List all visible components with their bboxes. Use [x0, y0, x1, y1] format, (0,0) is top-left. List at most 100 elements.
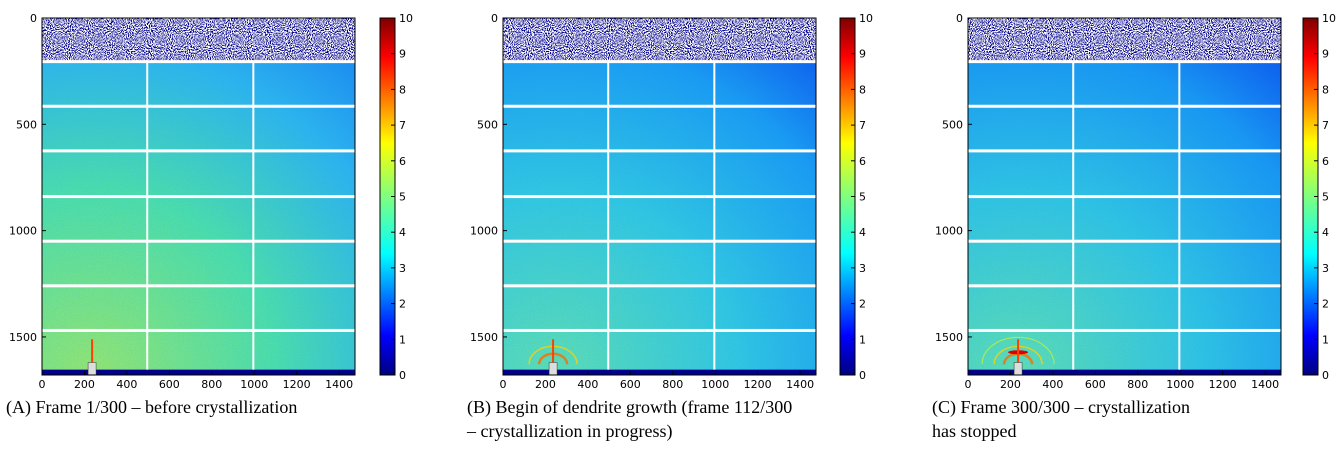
beamstop: [548, 362, 558, 376]
x-tick-label: 400: [116, 378, 137, 391]
y-tick-label: 0: [956, 12, 963, 25]
noisy-module: [42, 369, 355, 375]
axes-frame: [502, 17, 817, 376]
colorbar-tick-label: 7: [399, 119, 406, 132]
y-tick-label: 0: [30, 12, 37, 25]
module-gap: [503, 239, 816, 243]
noisy-module: [968, 369, 1281, 375]
noisy-speckle: [42, 18, 355, 61]
colorbar-tick-label: 2: [1322, 298, 1329, 311]
module-gap: [968, 328, 1281, 332]
colorbar-tick-label: 9: [1322, 48, 1329, 61]
colorbar-tick-label: 3: [399, 262, 406, 275]
module-gap: [42, 104, 355, 108]
caption: (C) Frame 300/300 – crystallization: [932, 397, 1190, 418]
x-tick-label: 1000: [1166, 378, 1194, 391]
beamstop: [87, 362, 97, 376]
module-gap: [252, 60, 255, 370]
x-tick-label: 200: [1000, 378, 1021, 391]
panel: 0 200 400 600 800 1000 1200 1400 0 500 1000 1500 0 1 2…: [932, 12, 1336, 441]
colorbar-tick-label: 10: [399, 12, 413, 25]
y-tick-label: 500: [477, 118, 498, 131]
colorbar-tick-label: 2: [399, 298, 406, 311]
x-tick-label: 1400: [1251, 378, 1279, 391]
colorbar-tick-label: 1: [399, 333, 406, 346]
module-gap: [968, 104, 1281, 108]
colorbar-tick-label: 0: [399, 369, 406, 382]
x-tick-label: 600: [1085, 378, 1106, 391]
y-tick-label: 500: [942, 118, 963, 131]
module-gap: [503, 104, 816, 108]
module-gap: [42, 239, 355, 243]
colorbar-tick-label: 4: [1322, 226, 1329, 239]
caption: – crystallization in progress): [466, 421, 672, 442]
y-tick-label: 0: [491, 12, 498, 25]
colorbar-tick-label: 8: [1322, 83, 1329, 96]
colorbar-tick-label: 9: [399, 48, 406, 61]
noisy-speckle: [968, 18, 1281, 61]
noisy-speckle: [503, 18, 816, 61]
y-tick-label: 1000: [470, 225, 498, 238]
noisy-module: [503, 369, 816, 375]
x-tick-label: 200: [535, 378, 556, 391]
colorbar-tick-label: 1: [859, 333, 866, 346]
colorbar-tick-label: 8: [859, 83, 866, 96]
panel: 0 200 400 600 800 1000 1200 1400 0 500 1000 1500 0 1 2…: [6, 12, 413, 418]
colorbar-tick-label: 4: [399, 226, 406, 239]
x-tick-label: 1200: [744, 378, 772, 391]
y-tick-label: 1500: [470, 331, 498, 344]
module-gap: [146, 60, 149, 370]
x-tick-label: 800: [201, 378, 222, 391]
module-gap: [503, 328, 816, 332]
panel: 0 200 400 600 800 1000 1200 1400 0 500 1000 1500 0 1 2…: [466, 12, 873, 442]
colorbar-tick-label: 7: [1322, 119, 1329, 132]
x-tick-label: 0: [39, 378, 46, 391]
colorbar-tick-label: 2: [859, 298, 866, 311]
colorbar-tick-label: 8: [399, 83, 406, 96]
y-tick-label: 500: [16, 118, 37, 131]
module-gap: [42, 149, 355, 153]
y-tick-label: 1500: [935, 331, 963, 344]
colorbar-tick-label: 10: [859, 12, 873, 25]
caption: (A) Frame 1/300 – before crystallization: [6, 397, 297, 418]
x-tick-label: 200: [74, 378, 95, 391]
colorbar-tick-label: 3: [859, 262, 866, 275]
colorbar-tick-label: 1: [1322, 333, 1329, 346]
x-tick-label: 600: [620, 378, 641, 391]
x-tick-label: 1200: [283, 378, 311, 391]
module-gap: [968, 195, 1281, 199]
colorbar-tick-label: 6: [859, 155, 866, 168]
module-gap: [968, 60, 1281, 64]
colorbar-tick-label: 0: [1322, 369, 1329, 382]
colorbar-tick-label: 0: [859, 369, 866, 382]
x-tick-label: 800: [662, 378, 683, 391]
x-tick-label: 1000: [701, 378, 729, 391]
colorbar-tick-label: 3: [1322, 262, 1329, 275]
module-gap: [42, 60, 355, 64]
module-gap: [503, 195, 816, 199]
x-tick-label: 800: [1127, 378, 1148, 391]
x-tick-label: 0: [965, 378, 972, 391]
module-gap: [607, 60, 610, 370]
x-tick-label: 1400: [786, 378, 814, 391]
module-gap: [1178, 60, 1181, 370]
module-gap: [503, 149, 816, 153]
x-tick-label: 1000: [240, 378, 268, 391]
x-tick-label: 0: [500, 378, 507, 391]
colorbar-tick-label: 5: [1322, 191, 1329, 204]
module-gap: [42, 195, 355, 199]
colorbar-tick-label: 9: [859, 48, 866, 61]
caption: (B) Begin of dendrite growth (frame 112/…: [467, 397, 792, 418]
axes-frame: [967, 17, 1282, 376]
colorbar-tick-label: 7: [859, 119, 866, 132]
colorbar-tick-label: 5: [859, 191, 866, 204]
x-tick-label: 400: [1042, 378, 1063, 391]
x-tick-label: 1200: [1209, 378, 1237, 391]
module-gap: [1072, 60, 1075, 370]
axes-frame: [41, 17, 356, 376]
caption: has stopped: [932, 421, 1017, 441]
module-gap: [968, 239, 1281, 243]
x-tick-label: 1400: [325, 378, 353, 391]
module-gap: [42, 284, 355, 288]
